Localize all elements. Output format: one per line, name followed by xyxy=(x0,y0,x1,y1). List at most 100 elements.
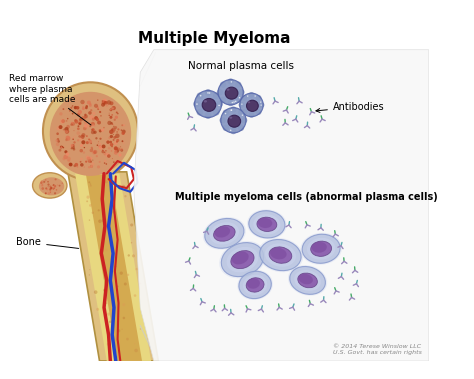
Circle shape xyxy=(83,127,87,130)
Circle shape xyxy=(104,152,105,153)
Ellipse shape xyxy=(258,238,303,272)
Circle shape xyxy=(119,271,123,275)
Circle shape xyxy=(98,219,102,223)
Circle shape xyxy=(71,146,75,149)
Circle shape xyxy=(90,149,93,152)
Circle shape xyxy=(116,279,118,281)
Circle shape xyxy=(112,211,116,214)
Circle shape xyxy=(255,95,262,101)
Circle shape xyxy=(116,284,117,285)
Circle shape xyxy=(122,132,125,135)
Circle shape xyxy=(84,114,87,116)
Circle shape xyxy=(111,128,113,131)
Circle shape xyxy=(70,106,73,109)
Circle shape xyxy=(82,133,85,137)
Circle shape xyxy=(220,81,226,88)
Ellipse shape xyxy=(249,211,285,238)
Circle shape xyxy=(80,149,83,152)
Circle shape xyxy=(124,195,127,197)
Circle shape xyxy=(109,321,111,323)
Circle shape xyxy=(59,125,63,129)
Circle shape xyxy=(130,224,133,227)
Ellipse shape xyxy=(203,217,246,250)
Circle shape xyxy=(89,219,90,221)
Circle shape xyxy=(241,109,247,115)
Circle shape xyxy=(65,120,67,122)
Circle shape xyxy=(80,118,82,120)
Circle shape xyxy=(121,140,123,142)
Circle shape xyxy=(90,140,91,141)
Circle shape xyxy=(101,219,104,222)
Circle shape xyxy=(89,125,91,127)
Circle shape xyxy=(117,329,120,332)
Circle shape xyxy=(112,144,113,145)
Ellipse shape xyxy=(298,273,318,288)
Circle shape xyxy=(90,161,92,163)
Circle shape xyxy=(88,111,91,115)
Ellipse shape xyxy=(225,87,238,99)
Circle shape xyxy=(99,108,100,109)
Ellipse shape xyxy=(307,238,336,260)
Circle shape xyxy=(50,191,51,193)
Circle shape xyxy=(79,118,83,122)
Circle shape xyxy=(47,183,50,186)
Circle shape xyxy=(120,149,123,152)
Circle shape xyxy=(45,192,47,194)
Circle shape xyxy=(90,115,94,120)
Circle shape xyxy=(101,144,106,149)
Circle shape xyxy=(134,343,135,344)
Circle shape xyxy=(54,185,56,187)
Circle shape xyxy=(116,257,117,259)
Circle shape xyxy=(108,137,111,139)
Circle shape xyxy=(123,317,125,319)
Circle shape xyxy=(92,160,93,161)
Circle shape xyxy=(193,100,200,107)
Circle shape xyxy=(85,161,87,163)
Circle shape xyxy=(77,139,79,141)
Polygon shape xyxy=(68,172,158,361)
Circle shape xyxy=(123,124,125,126)
Circle shape xyxy=(255,95,256,97)
Circle shape xyxy=(106,140,110,144)
Ellipse shape xyxy=(258,218,272,228)
Circle shape xyxy=(46,188,47,190)
Ellipse shape xyxy=(231,251,254,269)
Circle shape xyxy=(111,150,112,152)
Circle shape xyxy=(114,151,118,155)
Circle shape xyxy=(90,185,92,187)
Circle shape xyxy=(69,163,72,166)
Circle shape xyxy=(67,160,70,162)
Circle shape xyxy=(69,110,71,112)
Circle shape xyxy=(59,185,61,186)
Ellipse shape xyxy=(227,88,229,91)
Ellipse shape xyxy=(246,278,264,292)
Circle shape xyxy=(81,116,86,121)
Circle shape xyxy=(111,298,114,301)
Circle shape xyxy=(223,125,229,131)
Circle shape xyxy=(80,100,85,104)
Circle shape xyxy=(71,144,74,147)
Circle shape xyxy=(50,191,51,192)
Circle shape xyxy=(50,188,51,190)
Circle shape xyxy=(95,137,98,139)
Circle shape xyxy=(56,132,59,135)
Ellipse shape xyxy=(311,241,332,256)
Circle shape xyxy=(91,147,93,149)
Circle shape xyxy=(110,308,114,312)
Circle shape xyxy=(65,152,69,156)
Circle shape xyxy=(46,187,47,189)
Circle shape xyxy=(121,129,122,131)
Circle shape xyxy=(72,137,74,139)
Circle shape xyxy=(82,140,85,144)
Circle shape xyxy=(56,143,60,146)
Circle shape xyxy=(112,106,116,110)
Circle shape xyxy=(108,277,110,279)
Circle shape xyxy=(219,81,242,104)
Circle shape xyxy=(86,141,89,144)
Text: Multiple Myeloma: Multiple Myeloma xyxy=(138,31,291,46)
Circle shape xyxy=(131,242,132,243)
Circle shape xyxy=(104,162,105,164)
Circle shape xyxy=(113,136,116,139)
Circle shape xyxy=(79,122,81,125)
Circle shape xyxy=(91,130,95,134)
